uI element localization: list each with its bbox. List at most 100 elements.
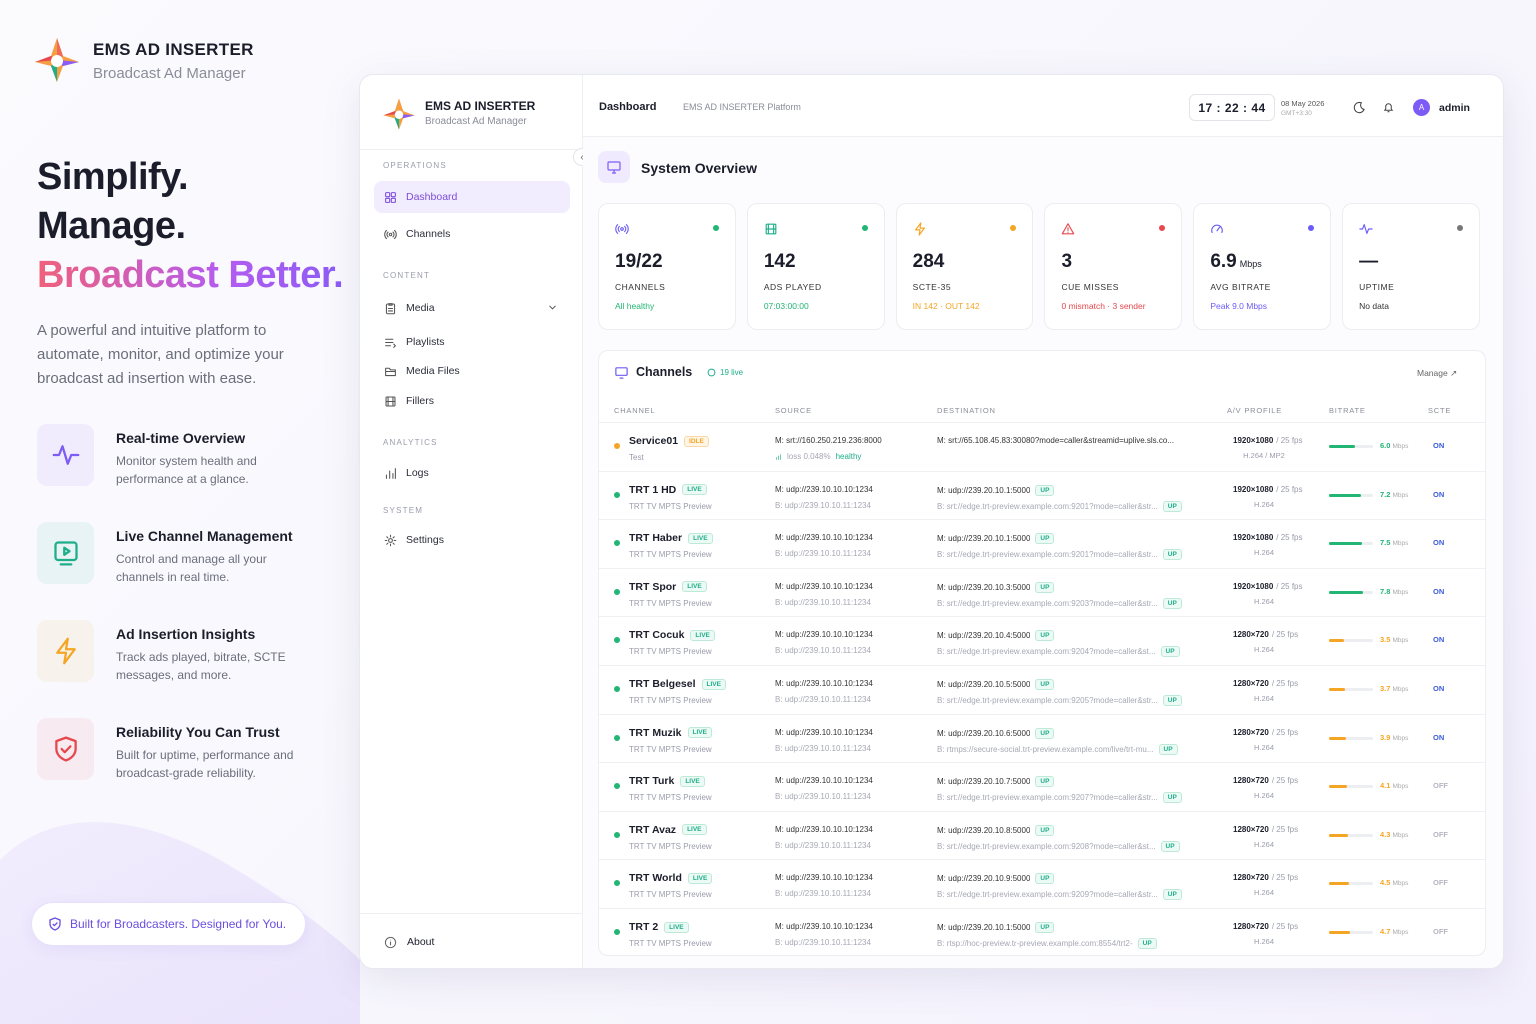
resolution: 1920×1080/ 25 fps xyxy=(1233,485,1303,494)
resolution: 1280×720/ 25 fps xyxy=(1233,922,1298,931)
channel-row[interactable]: TRT Muzik LIVE TRT TV MPTS Preview M: udp:/… xyxy=(599,713,1485,762)
user-avatar[interactable]: A xyxy=(1413,99,1430,116)
fps: / 25 fps xyxy=(1271,776,1299,786)
user-name[interactable]: admin xyxy=(1439,102,1470,114)
bitrate-value: 3.9 xyxy=(1380,732,1391,742)
status-tag: LIVE xyxy=(687,872,713,884)
stat-card: 19/22 CHANNELS All healthy xyxy=(598,203,736,330)
shape xyxy=(54,736,77,762)
status-dot xyxy=(614,686,620,692)
scte-state: ON xyxy=(1433,538,1445,548)
destination-url: M: udp://239.20.10.6:5000 xyxy=(937,728,1031,738)
channel-name-text: TRT Muzik xyxy=(629,726,682,739)
shape xyxy=(1211,224,1224,234)
destination-status: UP xyxy=(1035,533,1055,545)
destination: M: srt://65.108.45.83:30080?mode=caller&… xyxy=(937,436,1174,445)
nav-item[interactable]: Logs xyxy=(374,457,570,489)
status-tag: IDLE xyxy=(684,435,709,447)
about-label: About xyxy=(407,936,435,948)
source-url: M: udp://239.10.10.10:1234 xyxy=(775,581,873,591)
channel-row[interactable]: TRT World LIVE TRT TV MPTS Preview M: udp:/… xyxy=(599,859,1485,907)
nav-item[interactable]: Channels xyxy=(374,218,570,250)
fps: / 25 fps xyxy=(1276,581,1303,591)
notifications-button[interactable] xyxy=(1382,101,1395,114)
stat-card: — UPTIME No data xyxy=(1342,203,1480,330)
stat-value: 6.9 Mbps xyxy=(1210,251,1261,273)
channel-row[interactable]: TRT 1 HD LIVE TRT TV MPTS Preview M: udp://… xyxy=(599,470,1485,519)
bitrate-bar xyxy=(1329,688,1373,691)
channel-row[interactable]: Service01 IDLE Test M: srt://160.250.219.23… xyxy=(599,422,1485,470)
shape xyxy=(707,368,716,377)
resolution: 1920×1080/ 25 fps xyxy=(1233,582,1303,591)
shape xyxy=(385,367,396,376)
channel-row[interactable]: TRT Turk LIVE TRT TV MPTS Preview M: udp://… xyxy=(599,762,1485,810)
brand-logo xyxy=(35,38,79,82)
nav-item[interactable]: Dashboard xyxy=(374,181,570,213)
channel-subtitle: TRT TV MPTS Preview xyxy=(629,550,712,560)
destination-status: UP xyxy=(1035,873,1055,885)
bitrate-unit: Mbps xyxy=(1392,588,1409,596)
channel-row[interactable]: TRT Avaz LIVE TRT TV MPTS Preview M: udp://… xyxy=(599,810,1485,859)
nav-item[interactable]: Settings xyxy=(374,524,570,556)
feature-description: Control and manage all your channels in … xyxy=(116,552,267,584)
shape xyxy=(385,338,396,348)
nav-item[interactable]: Media Files xyxy=(374,355,570,387)
channel-subtitle: TRT TV MPTS Preview xyxy=(629,501,712,511)
destination: M: udp://239.20.10.1:5000 UP xyxy=(937,484,1055,496)
nav-icon xyxy=(384,467,397,480)
shape xyxy=(765,223,777,235)
status-dot xyxy=(614,831,620,838)
resolution-text: 1280×720 xyxy=(1233,727,1269,737)
live-count-text: 19 live xyxy=(720,368,744,377)
channel-name-text: TRT Spor xyxy=(629,580,677,593)
bitrate-fill xyxy=(1329,445,1356,448)
bitrate-fill xyxy=(1329,833,1348,837)
fps: / 25 fps xyxy=(1276,533,1303,543)
shape xyxy=(1359,224,1373,234)
shape xyxy=(54,736,77,762)
status-dot xyxy=(614,734,620,741)
channel-row[interactable]: TRT Spor LIVE TRT TV MPTS Preview M: udp://… xyxy=(599,567,1485,616)
resolution-text: 1920×1080 xyxy=(1233,436,1274,445)
theme-toggle[interactable] xyxy=(1353,101,1366,114)
shape xyxy=(390,197,396,203)
signal-icon xyxy=(775,453,783,461)
status-dot xyxy=(614,588,620,595)
destination-url: B: rtsp://hoc-preview.tr-preview.example… xyxy=(937,939,1133,948)
shape xyxy=(385,396,396,406)
fps: / 25 fps xyxy=(1271,630,1299,640)
status-tag: LIVE xyxy=(688,532,713,544)
bitrate-unit: Mbps xyxy=(1392,637,1409,645)
manage-link[interactable]: Manage ↗ xyxy=(1417,368,1458,378)
stat-card: 284 SCTE-35 IN 142 · OUT 142 xyxy=(895,203,1034,330)
resolution: 1280×720/ 25 fps xyxy=(1233,873,1298,882)
health: healthy xyxy=(835,452,862,461)
nav-label: Dashboard xyxy=(406,191,458,203)
destination-status: UP xyxy=(1162,695,1182,706)
nav-icon xyxy=(384,191,397,204)
channel-row[interactable]: TRT 2 LIVE TRT TV MPTS Preview M: udp://239… xyxy=(599,908,1485,955)
source-url: B: udp://239.10.10.11:1234 xyxy=(775,840,871,850)
resolution: 1280×720/ 25 fps xyxy=(1233,776,1298,785)
channel-row[interactable]: TRT Belgesel LIVE TRT TV MPTS Preview M: ud… xyxy=(599,665,1485,713)
about-link[interactable]: About xyxy=(360,913,582,968)
nav-item[interactable]: Fillers xyxy=(374,385,570,417)
shield-icon xyxy=(49,917,61,931)
shape xyxy=(52,922,58,927)
source-url: B: udp://239.10.10.11:1234 xyxy=(775,549,871,559)
destination: B: srt://edge.trt-preview.example.com:92… xyxy=(937,695,1182,706)
bitrate-bar xyxy=(1329,785,1373,789)
shape xyxy=(385,191,391,197)
nav-item[interactable]: Playlists xyxy=(374,326,570,358)
bitrate-value: 3.5 xyxy=(1380,635,1391,645)
page-title: Dashboard xyxy=(599,101,657,113)
channel-name-text: TRT Turk xyxy=(629,775,675,788)
channel-row[interactable]: TRT Cocuk LIVE TRT TV MPTS Preview M: udp:/… xyxy=(599,616,1485,664)
nav-label: Channels xyxy=(406,228,451,240)
bitrate-unit: Mbps xyxy=(1392,540,1409,548)
channel-row[interactable]: TRT Haber LIVE TRT TV MPTS Preview M: udp:/… xyxy=(599,519,1485,567)
destination-url: B: srt://edge.trt-preview.example.com:92… xyxy=(937,501,1158,511)
bitrate-value: 4.5 xyxy=(1380,878,1391,888)
stat-note: IN 142 · OUT 142 xyxy=(912,301,980,311)
nav-item[interactable]: Media xyxy=(374,292,570,324)
